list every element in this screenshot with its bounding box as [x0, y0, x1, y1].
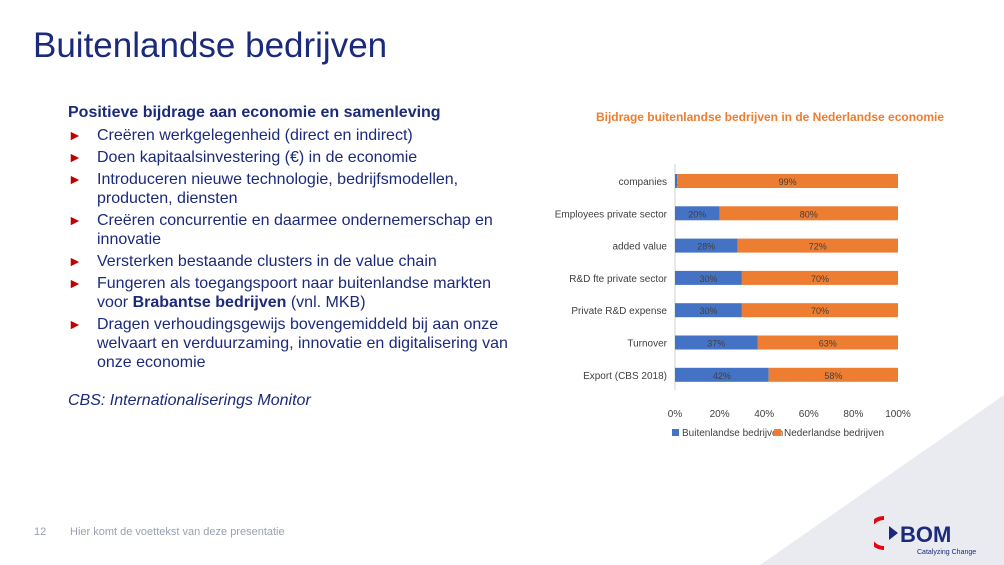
legend-label: Nederlandse bedrijven — [784, 428, 884, 439]
stacked-bar-chart: Bijdrage buitenlandse bedrijven in de Ne… — [555, 110, 944, 439]
arrow-bullet-icon: ► — [68, 275, 82, 291]
category-label: companies — [619, 177, 667, 188]
bar-segment — [719, 206, 898, 221]
bullet-item: ► Versterken bestaande clusters in de val… — [68, 252, 508, 271]
bullet-text: Creëren werkgelegenheid (direct en indir… — [97, 127, 413, 144]
bullet-text-pre: Fungeren als toegangspoort naar buitenla… — [97, 275, 492, 311]
arrow-bullet-icon: ► — [68, 127, 82, 143]
slide-title: Buitenlandse bedrijven — [33, 26, 388, 65]
logo-text: BOM — [900, 522, 951, 547]
bullet-item: ► Doen kapitaalsinvestering (€) in de eco… — [68, 148, 508, 167]
page-number: 12 — [34, 526, 47, 538]
legend-label: Buitenlandse bedrijven — [682, 428, 783, 439]
bullet-text: Doen kapitaalsinvestering (€) in de econ… — [97, 149, 418, 166]
x-tick-label: 0% — [668, 409, 683, 420]
data-label: 20% — [688, 209, 706, 219]
bullet-text: Versterken bestaande clusters in de valu… — [97, 253, 437, 270]
data-label: 72% — [809, 242, 827, 252]
bullet-text: Creëren concurrentie en daarmee ondernem… — [97, 212, 493, 248]
arrow-bullet-icon: ► — [68, 253, 82, 269]
source-citation: CBS: Internationaliserings Monitor — [68, 392, 311, 409]
category-label: Turnover — [627, 339, 667, 350]
logo-arc-icon — [874, 516, 885, 550]
x-tick-label: 100% — [885, 409, 911, 420]
x-tick-label: 80% — [843, 409, 863, 420]
data-label: 63% — [819, 339, 837, 349]
data-label: 99% — [779, 177, 797, 187]
x-tick-label: 20% — [710, 409, 730, 420]
x-tick-label: 40% — [754, 409, 774, 420]
section-subheading: Positieve bijdrage aan economie en samen… — [68, 104, 441, 121]
bullet-item: ► Introduceren nieuwe technologie, bedrij… — [68, 170, 508, 208]
bar-segment — [675, 238, 738, 253]
bar-segment — [675, 206, 720, 221]
bar-segment — [675, 174, 678, 188]
data-label: 58% — [824, 371, 842, 381]
bullet-text: Dragen verhoudingsgewijs bovengemiddeld … — [97, 316, 508, 371]
arrow-bullet-icon: ► — [68, 171, 82, 187]
data-label: 42% — [713, 371, 731, 381]
bar-segment — [757, 335, 898, 350]
category-label: Private R&D expense — [571, 306, 667, 317]
logo-tagline: Catalyzing Change — [917, 549, 976, 556]
arrow-bullet-icon: ► — [68, 212, 82, 228]
bar-segment — [677, 174, 898, 188]
data-label: 30% — [699, 306, 717, 316]
data-label: 70% — [811, 306, 829, 316]
category-label: Export (CBS 2018) — [583, 371, 667, 382]
bar-segment — [675, 270, 742, 285]
category-label: added value — [613, 242, 668, 253]
x-tick-label: 60% — [799, 409, 819, 420]
arrow-bullet-icon: ► — [68, 149, 82, 165]
bullet-item: ► Dragen verhoudingsgewijs bovengemiddeld… — [68, 315, 508, 372]
footer-text: Hier komt de voettekst van deze presenta… — [70, 526, 285, 538]
bom-logo: BOM Catalyzing Change — [874, 516, 976, 556]
data-label: 70% — [811, 274, 829, 284]
bullet-item: ► Creëren concurrentie en daarmee onderne… — [68, 211, 508, 249]
bar-segment — [737, 238, 898, 253]
bullet-list: ► Creëren werkgelegenheid (direct en indi… — [68, 126, 508, 372]
bar-segment — [675, 367, 769, 382]
chart-title: Bijdrage buitenlandse bedrijven in de Ne… — [596, 110, 944, 124]
category-label: Employees private sector — [555, 209, 668, 220]
logo-arrow-icon — [889, 526, 898, 540]
bullet-item: ► Fungeren als toegangspoort naar buitenl… — [68, 274, 508, 312]
arrow-bullet-icon: ► — [68, 316, 82, 332]
data-label: 80% — [800, 209, 818, 219]
data-label: 37% — [707, 339, 725, 349]
category-label: R&D fte private sector — [569, 274, 667, 285]
bullet-item: ► Creëren werkgelegenheid (direct en indi… — [68, 126, 508, 145]
legend-swatch — [774, 429, 781, 436]
data-label: 28% — [697, 242, 715, 252]
bullet-text: Introduceren nieuwe technologie, bedrijf… — [97, 171, 459, 207]
bar-segment — [741, 303, 898, 318]
bar-segment — [675, 335, 758, 350]
bullet-text-post: (vnl. MKB) — [286, 294, 366, 311]
bullet-section: Positieve bijdrage aan economie en samen… — [68, 104, 508, 410]
bar-segment — [675, 303, 742, 318]
bar-segment — [741, 270, 898, 285]
legend-swatch — [672, 429, 679, 436]
bullet-text-bold: Brabantse bedrijven — [132, 294, 287, 311]
data-label: 30% — [699, 274, 717, 284]
bar-segment — [768, 367, 898, 382]
